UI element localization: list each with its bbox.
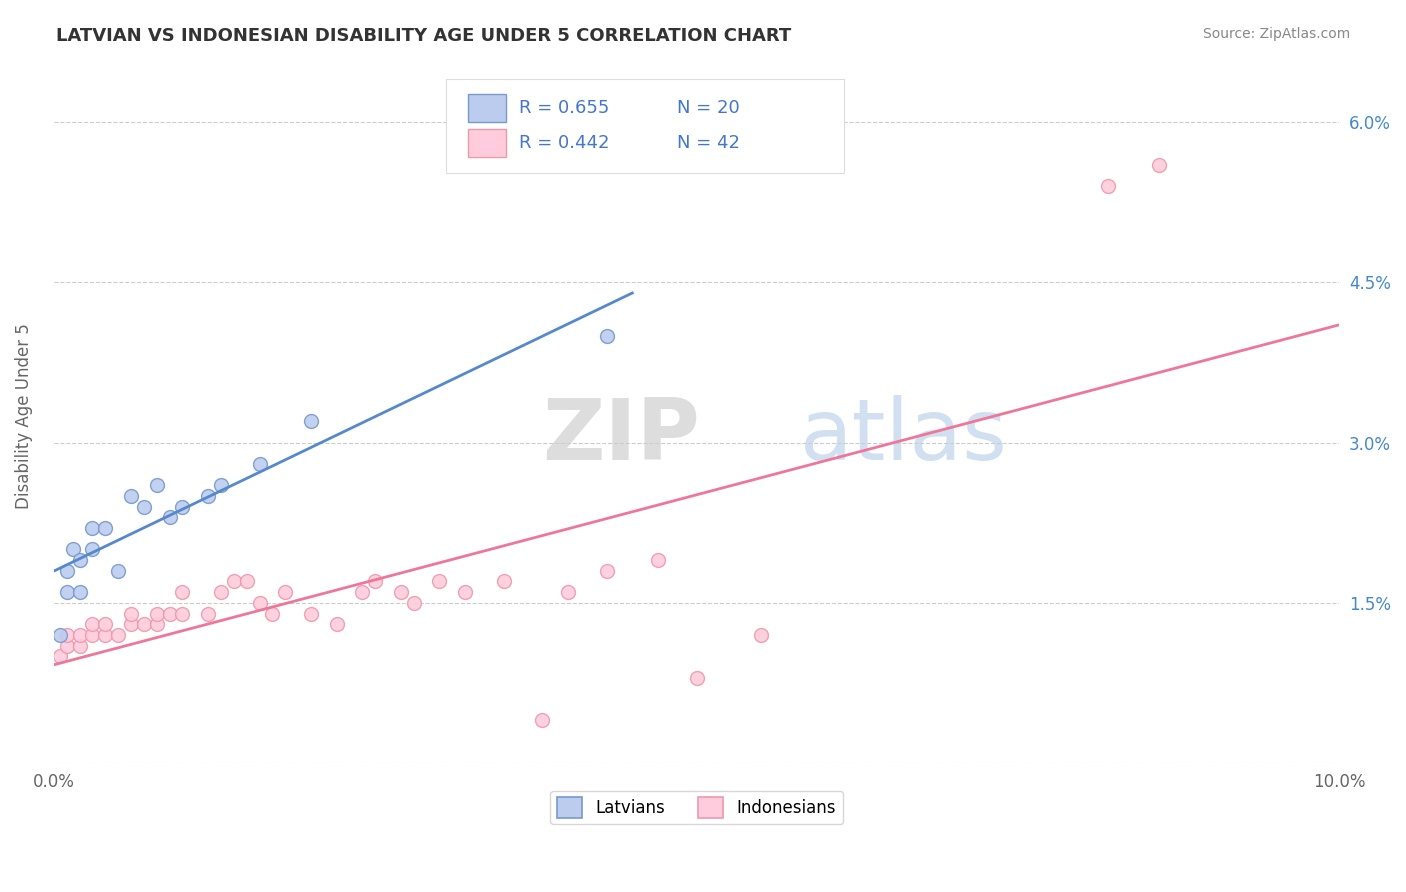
Point bbox=[249, 596, 271, 610]
Point bbox=[94, 521, 117, 535]
Point bbox=[364, 574, 387, 589]
Point bbox=[172, 607, 194, 621]
Point bbox=[222, 574, 245, 589]
Point bbox=[49, 649, 72, 664]
Point bbox=[145, 607, 167, 621]
Point bbox=[595, 328, 617, 343]
Point bbox=[94, 628, 117, 642]
Point bbox=[82, 521, 104, 535]
Point bbox=[249, 457, 271, 471]
Point bbox=[262, 607, 284, 621]
FancyBboxPatch shape bbox=[468, 95, 506, 122]
Text: LATVIAN VS INDONESIAN DISABILITY AGE UNDER 5 CORRELATION CHART: LATVIAN VS INDONESIAN DISABILITY AGE UND… bbox=[56, 27, 792, 45]
Point bbox=[55, 628, 77, 642]
Point bbox=[82, 542, 104, 557]
Point bbox=[62, 542, 84, 557]
Point bbox=[389, 585, 412, 599]
Point bbox=[647, 553, 669, 567]
Point bbox=[492, 574, 515, 589]
Y-axis label: Disability Age Under 5: Disability Age Under 5 bbox=[15, 323, 32, 508]
Point bbox=[235, 574, 257, 589]
Point bbox=[55, 564, 77, 578]
Point bbox=[685, 671, 707, 685]
Point bbox=[94, 617, 117, 632]
Point bbox=[429, 574, 451, 589]
Text: Source: ZipAtlas.com: Source: ZipAtlas.com bbox=[1202, 27, 1350, 41]
Point bbox=[69, 639, 91, 653]
Point bbox=[120, 617, 142, 632]
Point bbox=[49, 628, 72, 642]
Point bbox=[120, 489, 142, 503]
Point bbox=[531, 714, 554, 728]
Text: R = 0.442: R = 0.442 bbox=[519, 134, 610, 152]
Point bbox=[197, 489, 219, 503]
FancyBboxPatch shape bbox=[446, 78, 845, 173]
Point bbox=[69, 628, 91, 642]
Point bbox=[1149, 158, 1171, 172]
Point bbox=[145, 617, 167, 632]
Point bbox=[145, 478, 167, 492]
Point bbox=[107, 628, 129, 642]
Point bbox=[299, 414, 322, 428]
Point bbox=[402, 596, 425, 610]
Point bbox=[209, 585, 232, 599]
Text: R = 0.655: R = 0.655 bbox=[519, 99, 610, 117]
Text: N = 20: N = 20 bbox=[678, 99, 740, 117]
Point bbox=[595, 564, 617, 578]
Point bbox=[749, 628, 772, 642]
Point bbox=[454, 585, 477, 599]
Point bbox=[55, 585, 77, 599]
Point bbox=[69, 585, 91, 599]
Point bbox=[82, 617, 104, 632]
Point bbox=[352, 585, 374, 599]
Point bbox=[299, 607, 322, 621]
Point bbox=[274, 585, 297, 599]
Point bbox=[325, 617, 347, 632]
Text: ZIP: ZIP bbox=[543, 395, 700, 478]
Point bbox=[209, 478, 232, 492]
Point bbox=[69, 553, 91, 567]
Point bbox=[107, 564, 129, 578]
Legend: Latvians, Indonesians: Latvians, Indonesians bbox=[550, 790, 842, 824]
Point bbox=[159, 510, 181, 524]
Point bbox=[557, 585, 579, 599]
Point bbox=[120, 607, 142, 621]
Text: atlas: atlas bbox=[800, 395, 1007, 478]
FancyBboxPatch shape bbox=[468, 129, 506, 157]
Point bbox=[159, 607, 181, 621]
Point bbox=[1097, 179, 1119, 194]
Text: N = 42: N = 42 bbox=[678, 134, 741, 152]
Point bbox=[197, 607, 219, 621]
Point bbox=[82, 628, 104, 642]
Point bbox=[172, 585, 194, 599]
Point bbox=[172, 500, 194, 514]
Point bbox=[55, 639, 77, 653]
Point bbox=[132, 617, 155, 632]
Point bbox=[132, 500, 155, 514]
